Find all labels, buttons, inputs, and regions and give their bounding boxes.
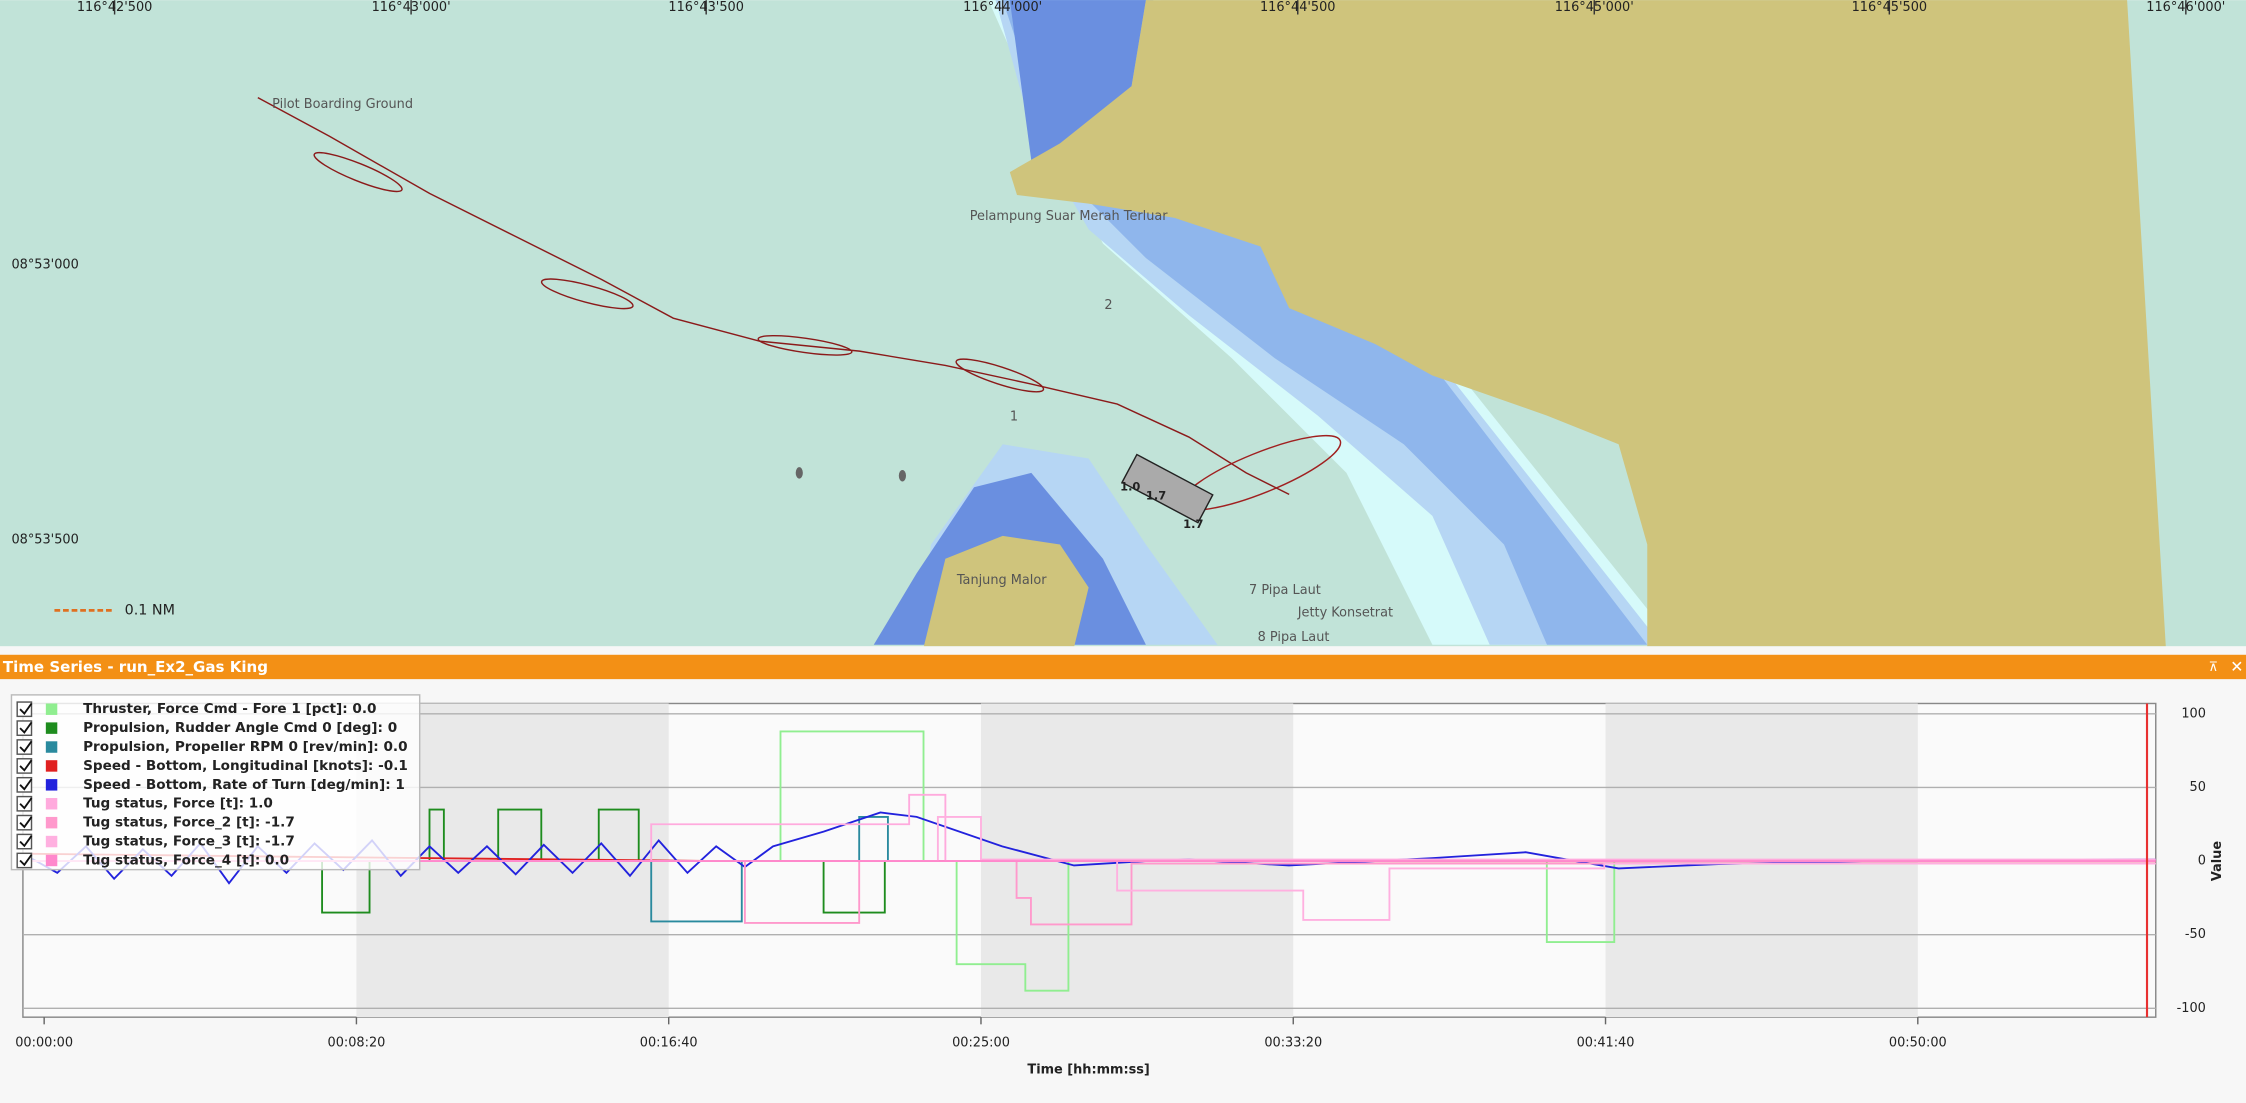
- check-mark: [19, 740, 33, 753]
- legend-checkbox[interactable]: [16, 814, 33, 831]
- place-label: Pilot Boarding Ground: [272, 97, 413, 112]
- legend-swatch: [45, 722, 58, 734]
- place-label: Jetty Konsetrat: [1297, 606, 1393, 621]
- check-mark: [19, 797, 33, 810]
- place-label: 7 Pipa Laut: [1249, 583, 1321, 598]
- lat-label: 08°53'500: [11, 533, 78, 548]
- legend-checkbox[interactable]: [16, 833, 33, 850]
- check-mark: [19, 702, 33, 715]
- check-mark: [19, 778, 33, 791]
- lon-label: 116°45'500: [1852, 0, 1928, 15]
- legend-label: Propulsion, Propeller RPM 0 [rev/min]: 0…: [83, 739, 407, 755]
- legend: [10, 694, 421, 871]
- legend-checkbox[interactable]: [16, 795, 33, 812]
- y-axis-label: Value: [2210, 841, 2225, 882]
- legend-label: Tug status, Force_3 [t]: -1.7: [83, 834, 295, 850]
- lon-label: 116°44'000': [963, 0, 1042, 15]
- y-tick-label: -50: [2185, 927, 2206, 942]
- legend-swatch: [45, 816, 58, 829]
- check-mark: [19, 759, 33, 772]
- legend-checkbox[interactable]: [16, 720, 33, 736]
- series-line: [22, 730, 2156, 992]
- legend-label: Tug status, Force [t]: 1.0: [83, 796, 273, 812]
- legend-checkbox[interactable]: [16, 852, 33, 869]
- y-tick-label: 50: [2190, 780, 2206, 795]
- y-tick-label: -100: [2177, 1001, 2206, 1016]
- legend-swatch: [45, 779, 58, 791]
- place-label: 2: [1104, 298, 1112, 313]
- lon-label: 116°43'500: [668, 0, 744, 15]
- panel-header: [0, 654, 2246, 680]
- place-label: Tanjung Malor: [956, 573, 1047, 588]
- legend-swatch: [45, 854, 58, 867]
- legend-swatch: [45, 798, 58, 810]
- ship-label: 1.7: [1146, 488, 1166, 502]
- place-label: 1: [1010, 410, 1018, 425]
- series-line: [22, 808, 2156, 914]
- legend-checkbox[interactable]: [16, 776, 33, 793]
- lon-label: 116°43'000': [372, 0, 451, 15]
- place-label: Pelampung Suar Merah Terluar: [970, 209, 1169, 224]
- legend-label: Tug status, Force_4 [t]: 0.0: [83, 852, 289, 868]
- legend-swatch: [45, 741, 58, 753]
- legend-swatch: [45, 760, 58, 772]
- legend-checkbox[interactable]: [16, 701, 33, 718]
- x-tick-label: 00:25:00: [952, 1035, 1010, 1050]
- x-tick-label: 00:00:00: [15, 1035, 73, 1050]
- legend-swatch: [45, 835, 58, 848]
- close-button[interactable]: ✕: [2230, 657, 2243, 676]
- x-tick-label: 00:50:00: [1889, 1035, 1947, 1050]
- x-tick-label: 00:41:40: [1577, 1035, 1635, 1050]
- legend-label: Thruster, Force Cmd - Fore 1 [pct]: 0.0: [83, 701, 376, 717]
- series-line: [22, 860, 2156, 926]
- lon-label: 116°42'500: [77, 0, 153, 15]
- lon-label: 116°46'000': [2146, 0, 2225, 15]
- check-mark: [19, 721, 33, 734]
- pin-button[interactable]: ⊼: [2209, 660, 2218, 675]
- legend-label: Speed - Bottom, Rate of Turn [deg/min]: …: [83, 777, 405, 793]
- check-mark: [19, 816, 33, 829]
- legend-label: Speed - Bottom, Longitudinal [knots]: -0…: [83, 758, 408, 774]
- map: 116°42'500 116°43'000' 116°43'500 116°44'00…: [0, 0, 2246, 647]
- chart: 100 50 0 -50 -100 00:00:00 00:08:20 00:16:40 00:…: [10, 694, 2225, 1078]
- x-tick-label: 00:16:40: [640, 1035, 698, 1050]
- legend-label: Tug status, Force_2 [t]: -1.7: [83, 815, 295, 831]
- check-mark: [19, 835, 33, 848]
- lat-label: 08°53'000: [11, 258, 78, 273]
- lon-label: 116°44'500: [1260, 0, 1336, 15]
- panel-title: Time Series - run_Ex2_Gas King: [3, 658, 268, 676]
- legend-checkbox[interactable]: [16, 739, 33, 755]
- legend-checkbox[interactable]: [16, 758, 33, 774]
- x-axis-label: Time [hh:mm:ss]: [1027, 1063, 1149, 1078]
- y-tick-label: 100: [2181, 706, 2206, 721]
- series-line: [22, 815, 2156, 921]
- y-tick-label: 0: [2198, 854, 2206, 869]
- legend-swatch: [45, 703, 58, 715]
- x-tick-label: 00:08:20: [328, 1035, 386, 1050]
- place-label: 8 Pipa Laut: [1258, 630, 1330, 645]
- ship-label: 1.7: [1183, 517, 1203, 531]
- lon-label: 116°45'000': [1555, 0, 1634, 15]
- scale-label: 0.1 NM: [125, 602, 175, 618]
- legend-label: Propulsion, Rudder Angle Cmd 0 [deg]: 0: [83, 720, 397, 736]
- check-mark: [19, 854, 33, 867]
- ship-label: 1.0: [1120, 480, 1140, 494]
- x-tick-label: 00:33:20: [1264, 1035, 1322, 1050]
